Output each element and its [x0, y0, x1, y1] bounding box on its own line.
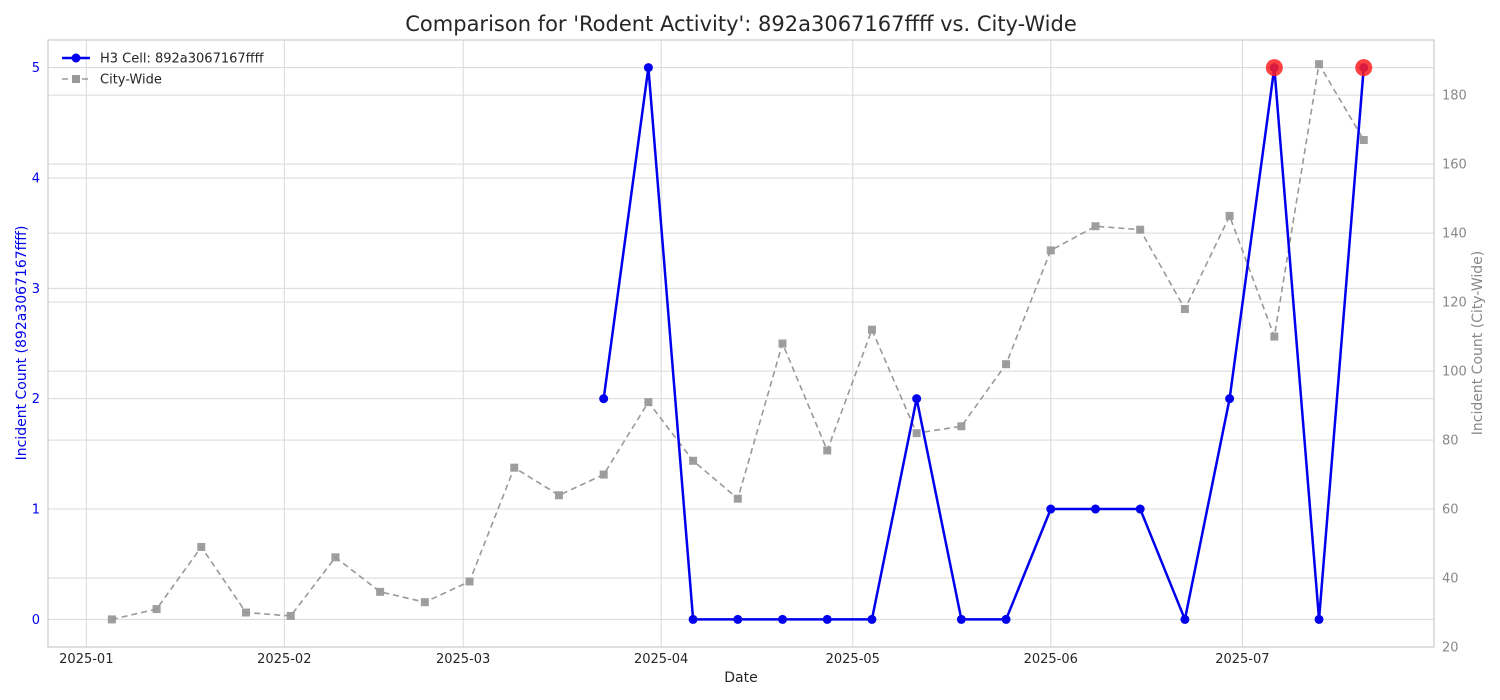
- highlight-marker: [1355, 59, 1373, 77]
- city-wide-point: [1359, 136, 1368, 145]
- h3-cell-point: [1001, 614, 1011, 624]
- legend: H3 Cell: 892a3067167ffff City-Wide: [62, 52, 265, 88]
- x-axis-title: Date: [724, 670, 757, 686]
- y-left-tick-label: 0: [32, 613, 40, 628]
- h3-cell-point: [1046, 504, 1056, 514]
- legend-h3-marker: [71, 53, 81, 63]
- city-wide-point: [197, 542, 206, 551]
- city-wide-point: [331, 553, 340, 562]
- city-wide-point: [242, 608, 250, 617]
- city-wide-point: [376, 587, 385, 596]
- h3-cell-point: [867, 614, 877, 624]
- h3-cell-point: [1180, 614, 1190, 624]
- city-wide-point: [823, 446, 832, 455]
- city-wide-point: [1315, 60, 1324, 69]
- city-wide-point: [644, 398, 653, 407]
- highlight-marker: [1265, 59, 1283, 77]
- city-wide-point: [867, 325, 876, 334]
- y-right-tick-label: 60: [1442, 503, 1459, 518]
- grid-layer: [48, 40, 1434, 648]
- h3-cell-point: [778, 614, 788, 624]
- h3-cell-point: [733, 614, 743, 624]
- h3-cell-point: [1135, 504, 1145, 514]
- h3-cell-point: [688, 614, 698, 624]
- city-wide-point: [1270, 332, 1279, 341]
- h3-cell-point: [643, 63, 653, 73]
- city-wide-point: [420, 598, 429, 607]
- tick-layer: 2025-01 2025-02 2025-03 2025-04 2025-05 2025-…: [32, 61, 1467, 667]
- city-wide-point: [554, 491, 563, 500]
- h3-cell-point: [1314, 614, 1324, 624]
- x-tick-label: 2025-07: [1215, 652, 1269, 667]
- x-tick-label: 2025-02: [257, 652, 311, 667]
- city-wide-point: [152, 605, 161, 614]
- y-right-tick-label: 120: [1442, 296, 1467, 311]
- h3-cell-point: [1225, 394, 1235, 404]
- city-wide-point: [286, 611, 295, 620]
- city-wide-point: [778, 339, 787, 348]
- y-right-tick-label: 140: [1442, 227, 1467, 242]
- legend-city-label: City-Wide: [100, 73, 162, 88]
- y-right-axis-title: Incident Count (City-Wide): [1470, 251, 1486, 435]
- y-right-tick-label: 100: [1442, 365, 1467, 380]
- y-right-tick-label: 40: [1442, 572, 1459, 587]
- city-wide-point: [957, 422, 966, 431]
- h3-cell-point: [599, 394, 609, 404]
- h3-cell-point: [822, 614, 832, 624]
- city-wide-point: [1225, 211, 1234, 220]
- city-wide-point: [689, 456, 698, 465]
- y-right-tick-label: 20: [1442, 641, 1459, 656]
- plot-frame: [47, 39, 1435, 648]
- city-wide-point: [733, 494, 742, 503]
- y-left-tick-label: 5: [32, 61, 40, 76]
- h3-cell-line: [602, 67, 1365, 624]
- y-right-tick-label: 80: [1442, 434, 1459, 449]
- x-tick-label: 2025-03: [436, 652, 490, 667]
- y-left-tick-label: 2: [32, 392, 40, 407]
- city-wide-point: [1091, 222, 1100, 231]
- city-wide-point: [1046, 246, 1055, 255]
- h3-cell-point: [1090, 504, 1100, 514]
- y-left-tick-label: 4: [32, 171, 40, 186]
- city-wide-point: [1002, 360, 1011, 369]
- x-tick-label: 2025-04: [634, 652, 688, 667]
- y-left-tick-label: 1: [32, 503, 40, 518]
- h3-cell-point: [956, 614, 966, 624]
- city-wide-point: [1136, 225, 1145, 234]
- y-left-tick-label: 3: [32, 282, 40, 297]
- h3-cell-point: [912, 394, 922, 404]
- chart-title: Comparison for 'Rodent Activity': 892a30…: [405, 12, 1076, 36]
- y-right-tick-label: 160: [1442, 158, 1467, 173]
- x-tick-label: 2025-01: [59, 652, 113, 667]
- legend-city-marker: [72, 75, 80, 83]
- city-wide-point: [107, 615, 116, 624]
- series-layer: [107, 59, 1373, 624]
- city-wide-point: [510, 463, 519, 472]
- y-right-tick-label: 180: [1442, 89, 1467, 104]
- city-wide-point: [599, 470, 608, 479]
- city-wide-line: [111, 61, 1365, 621]
- legend-h3-label: H3 Cell: 892a3067167ffff: [100, 52, 265, 67]
- city-wide-point: [1180, 305, 1189, 314]
- x-tick-label: 2025-05: [826, 652, 880, 667]
- y-left-axis-title: Incident Count (892a3067167ffff): [14, 226, 30, 461]
- city-wide-point: [465, 577, 474, 586]
- city-wide-point: [912, 429, 921, 438]
- x-tick-label: 2025-06: [1024, 652, 1078, 667]
